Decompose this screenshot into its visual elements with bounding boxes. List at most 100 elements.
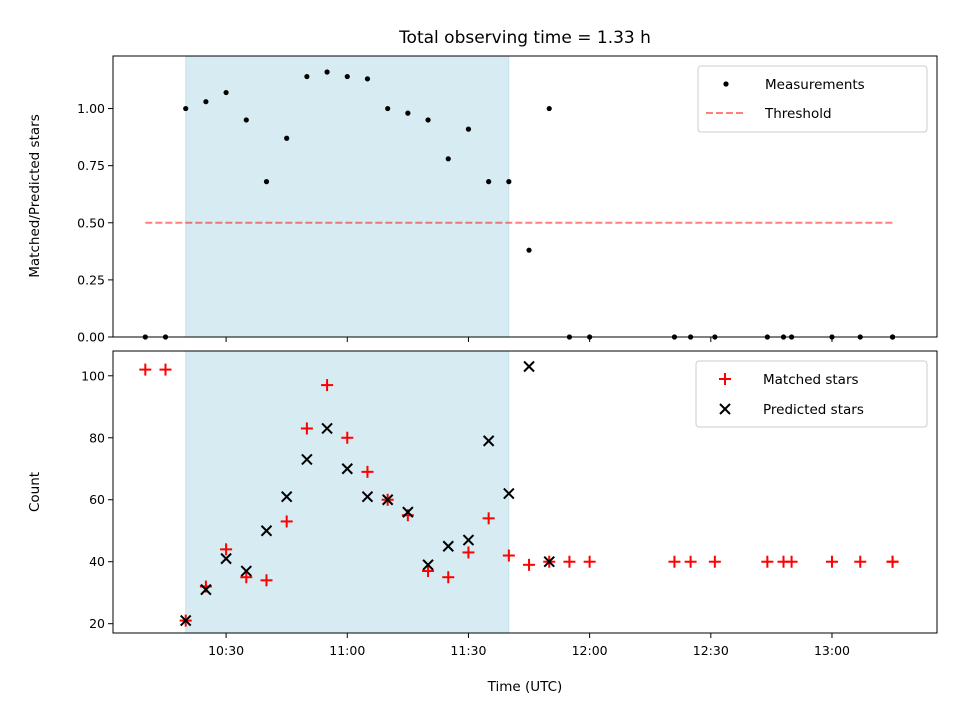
bottom-y-axis: 20 40 60 80 100	[81, 368, 113, 631]
top-x-axis	[225, 337, 833, 342]
predicted-star-point	[543, 556, 555, 568]
x-tick-label: 13:00	[814, 643, 850, 658]
matched-star-point	[220, 543, 233, 556]
matched-star-point	[260, 574, 273, 587]
chart-title: Total observing time = 1.33 h	[398, 28, 651, 48]
top-legend-frame	[697, 65, 928, 133]
matched-star-point	[761, 555, 774, 568]
top-y-tick-label: 1.00	[77, 101, 105, 116]
predicted-star-point	[503, 487, 515, 500]
measurement-point	[546, 105, 552, 112]
top-y-axis: 0.00 0.25 0.50 0.75 1.00	[77, 101, 113, 345]
measurement-point	[465, 126, 472, 132]
predicted-star-point	[341, 463, 353, 475]
matched-star-point	[159, 363, 172, 376]
predicted-star-point	[301, 453, 313, 466]
bottom-panel: 20 40 60 80 100 10:30 11:00 11:30 12:00 12:30 13:…	[27, 350, 938, 695]
x-axis-label: Time (UTC)	[487, 679, 563, 695]
bottom-y-axis-label: Count	[27, 472, 43, 512]
matched-star-point	[341, 431, 354, 444]
matched-star-point	[361, 465, 374, 478]
matched-star-point	[563, 555, 576, 568]
legend-marker-matched-stars	[719, 373, 731, 385]
bottom-axes-frame	[112, 350, 938, 634]
measurement-point	[324, 69, 330, 75]
matched-star-point	[684, 555, 697, 568]
matched-star-point	[280, 515, 293, 528]
measurement-point	[183, 105, 189, 112]
top-panel: 0.00 0.25 0.50 0.75 1.00 Matched/Predicted s…	[27, 55, 938, 345]
predicted-star-point	[482, 435, 495, 447]
x-tick-label: 10:30	[208, 643, 244, 658]
bottom-plot-area	[112, 350, 938, 634]
matched-star-point	[300, 422, 313, 435]
matched-star-point	[422, 565, 435, 578]
bottom-y-tick-label: 80	[89, 430, 105, 445]
predicted-star-point	[422, 559, 434, 571]
measurement-point	[364, 76, 371, 82]
x-tick-label: 12:00	[572, 643, 608, 658]
predicted-star-point	[442, 540, 454, 552]
measurement-point	[425, 117, 431, 123]
matched-star-point	[523, 558, 536, 571]
legend-marker-measurements	[723, 81, 729, 87]
matched-star-point	[708, 555, 721, 568]
matched-star-point	[502, 549, 515, 562]
top-shaded-span	[185, 55, 510, 338]
matched-star-point	[825, 555, 838, 568]
bottom-y-tick-label: 40	[89, 554, 105, 569]
top-axes-frame	[112, 55, 938, 338]
measurement-point	[405, 110, 411, 116]
legend-label-measurements: Measurements	[765, 77, 865, 93]
x-tick-label: 11:00	[329, 643, 365, 658]
top-plot-area	[112, 55, 938, 340]
measurement-point	[223, 89, 229, 96]
predicted-star-point	[402, 506, 414, 518]
top-y-tick-label: 0.25	[77, 272, 105, 287]
predicted-star-point	[280, 490, 293, 503]
measurement-point	[203, 99, 209, 105]
predicted-star-point	[523, 360, 535, 373]
x-tick-label: 12:30	[693, 643, 729, 658]
measurement-point	[304, 73, 310, 80]
measurement-point	[506, 179, 512, 185]
predicted-star-point	[200, 583, 212, 596]
matched-star-point	[482, 512, 495, 525]
measurement-point	[344, 73, 350, 80]
predicted-star-point	[321, 422, 333, 435]
predicted-star-point	[260, 525, 273, 537]
legend-label-threshold: Threshold	[764, 106, 832, 122]
predicted-star-point	[240, 565, 253, 577]
matched-star-point	[583, 555, 596, 568]
bottom-y-tick-label: 100	[81, 368, 105, 383]
legend-marker-predicted-stars	[719, 403, 731, 415]
bottom-x-axis: 10:30 11:00 11:30 12:00 12:30 13:00	[208, 633, 850, 658]
legend-label-predicted-stars: Predicted stars	[763, 402, 864, 418]
top-y-axis-label: Matched/Predicted stars	[27, 114, 43, 277]
measurement-point	[445, 156, 451, 162]
bottom-legend: Matched stars Predicted stars	[695, 360, 928, 428]
bottom-shaded-span	[185, 350, 510, 634]
measurement-point	[284, 135, 290, 141]
predicted-star-point	[381, 494, 394, 506]
matched-star-point	[139, 363, 152, 376]
matched-star-point	[462, 546, 475, 559]
top-legend: Measurements Threshold	[697, 65, 928, 133]
predicted-star-point	[179, 614, 192, 627]
measurement-point	[385, 105, 391, 112]
predicted-star-point	[361, 490, 374, 503]
predicted-star-point	[462, 534, 475, 546]
matched-star-point	[854, 555, 867, 568]
top-y-tick-label: 0.75	[77, 158, 105, 173]
bottom-y-tick-label: 60	[89, 492, 105, 507]
matched-star-point	[785, 555, 798, 568]
top-y-tick-label: 0.00	[77, 330, 105, 345]
matched-star-point	[668, 555, 681, 568]
x-tick-label: 11:30	[450, 643, 486, 658]
predicted-star-point	[220, 552, 232, 565]
bottom-y-tick-label: 20	[89, 616, 105, 631]
measurement-point	[243, 117, 249, 123]
measurement-point	[526, 247, 532, 253]
matched-star-point	[240, 571, 253, 584]
